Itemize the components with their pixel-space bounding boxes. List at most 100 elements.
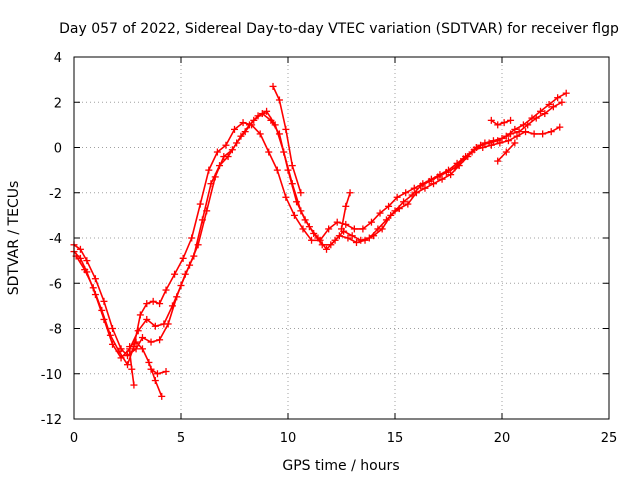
data-point: [382, 216, 390, 224]
x-tick-label: 10: [280, 431, 297, 446]
data-point: [421, 184, 429, 192]
x-tick-label: 15: [387, 431, 404, 446]
data-point: [147, 365, 155, 373]
data-point: [231, 125, 238, 133]
data-point: [427, 175, 435, 183]
x-tick-label: 25: [601, 431, 618, 446]
data-point: [393, 193, 401, 201]
data-point: [438, 175, 446, 183]
data-point: [91, 275, 99, 283]
data-point: [151, 322, 159, 330]
data-point: [537, 107, 545, 115]
data-point: [419, 180, 427, 188]
data-point: [547, 128, 555, 136]
data-point: [256, 130, 264, 138]
spur-spur-g: [494, 139, 519, 165]
series-track-3: [72, 119, 564, 369]
data-point: [496, 139, 504, 147]
data-point: [132, 338, 140, 346]
data-point: [494, 121, 502, 129]
data-point: [408, 191, 416, 199]
data-point: [430, 180, 438, 188]
data-point: [507, 116, 515, 124]
data-point: [357, 236, 365, 244]
data-point: [359, 225, 367, 233]
data-point: [338, 225, 345, 233]
y-tick-label: 2: [54, 96, 62, 111]
data-point: [410, 184, 418, 192]
data-point: [196, 200, 204, 208]
data-point: [511, 125, 519, 133]
data-point: [342, 202, 350, 210]
data-point: [143, 315, 151, 323]
data-point: [558, 98, 566, 106]
data-point: [350, 225, 358, 233]
data-point: [254, 112, 262, 120]
data-point: [325, 225, 333, 233]
data-point: [156, 336, 164, 344]
data-point: [205, 166, 213, 174]
data-point: [348, 232, 356, 240]
data-point: [271, 121, 279, 129]
data-point: [83, 257, 91, 265]
x-tick-label: 20: [494, 431, 511, 446]
data-point: [282, 125, 290, 133]
data-point: [273, 166, 281, 174]
grid: [74, 57, 609, 419]
plot-frame: [73, 56, 610, 420]
data-point: [333, 218, 341, 226]
data-point: [168, 302, 176, 310]
data-point: [344, 234, 352, 242]
data-point: [494, 157, 502, 165]
data-point: [539, 130, 547, 138]
data-point: [98, 306, 106, 314]
data-point: [143, 300, 151, 308]
data-point: [138, 345, 146, 353]
data-point: [248, 121, 256, 129]
data-point: [346, 189, 354, 197]
data-point: [365, 234, 373, 242]
data-point: [156, 300, 164, 308]
data-point: [402, 189, 410, 197]
data-point: [316, 236, 324, 244]
data-point: [549, 103, 557, 111]
data-point: [126, 347, 134, 355]
data-point: [513, 132, 521, 140]
y-tick-label: -4: [49, 232, 62, 247]
data-point: [297, 207, 305, 215]
data-point: [282, 193, 290, 201]
x-tick-label: 5: [177, 431, 185, 446]
data-point: [290, 211, 298, 219]
data-point: [222, 141, 230, 149]
data-point: [269, 82, 277, 90]
data-point: [162, 286, 170, 294]
data-point: [265, 148, 273, 156]
data-point: [153, 370, 161, 378]
series-layer: [70, 82, 570, 400]
data-point: [211, 173, 219, 181]
chart-title: Day 057 of 2022, Sidereal Day-to-day VTE…: [59, 21, 619, 37]
data-point: [554, 94, 562, 102]
data-point: [89, 284, 97, 292]
data-point: [186, 261, 194, 269]
data-point: [367, 218, 375, 226]
data-point: [299, 225, 307, 233]
data-point: [545, 101, 553, 109]
data-point: [188, 234, 196, 242]
data-point: [275, 96, 283, 104]
spur-spur-f: [487, 116, 515, 129]
data-point: [81, 266, 89, 274]
data-point: [530, 130, 538, 138]
data-point: [145, 358, 153, 366]
series-line: [129, 341, 163, 397]
data-point: [305, 223, 313, 231]
data-point: [213, 148, 221, 156]
data-point: [352, 239, 360, 247]
data-point: [502, 148, 510, 156]
spur-spur-d: [269, 82, 305, 197]
data-point: [160, 320, 168, 328]
data-point: [323, 245, 331, 253]
y-axis-label: SDTVAR / TECUs: [6, 181, 22, 296]
data-point: [138, 334, 146, 342]
data-point: [263, 107, 271, 115]
